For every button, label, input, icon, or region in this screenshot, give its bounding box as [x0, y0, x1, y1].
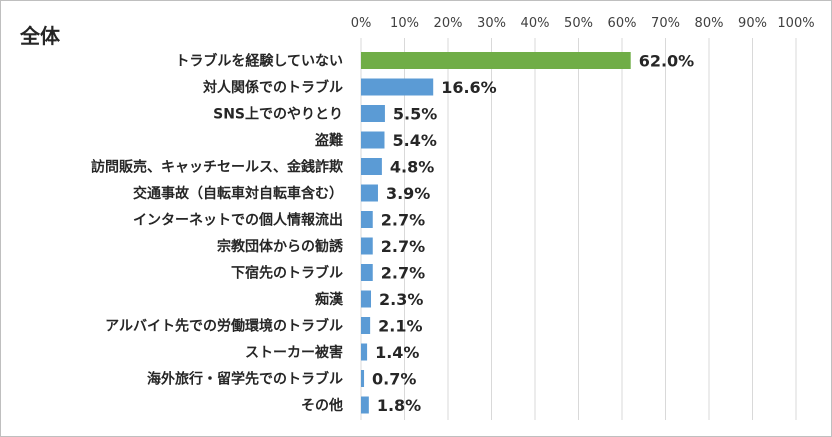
- x-tick-label: 0%: [351, 16, 372, 31]
- bar: [361, 131, 385, 149]
- category-label: 訪問販売、キャッチセールス、金銭詐欺: [91, 159, 343, 176]
- x-tick-label: 100%: [777, 16, 814, 31]
- value-label: 2.7%: [381, 211, 425, 230]
- chart-title: 全体: [19, 24, 61, 48]
- category-label: トラブルを経験していない: [175, 53, 343, 70]
- value-label: 1.4%: [375, 343, 419, 362]
- bar: [361, 52, 631, 69]
- value-label: 2.3%: [379, 290, 423, 309]
- category-label: 痴漢: [315, 291, 344, 308]
- value-label: 4.8%: [390, 158, 434, 177]
- bar: [361, 396, 369, 414]
- x-axis-tick-labels: 0% 10% 20% 30% 40% 50% 60% 70% 80% 90% 100%: [351, 16, 815, 31]
- x-tick-label: 50%: [564, 16, 593, 31]
- bar: [361, 211, 373, 228]
- x-tick-label: 70%: [651, 16, 680, 31]
- bars: [361, 52, 631, 414]
- bar: [361, 370, 365, 387]
- value-label: 5.4%: [392, 131, 436, 150]
- value-label: 2.7%: [381, 237, 425, 256]
- category-label: SNS上でのやりとり: [213, 107, 343, 123]
- bar: [361, 158, 382, 175]
- category-label: アルバイト先での労働環境のトラブル: [105, 318, 343, 335]
- x-tick-label: 10%: [390, 16, 419, 31]
- x-tick-label: 60%: [608, 16, 637, 31]
- x-tick-label: 80%: [695, 16, 724, 31]
- bar: [361, 105, 385, 122]
- category-label: 宗教団体からの勧誘: [217, 238, 344, 255]
- x-tick-label: 30%: [477, 16, 506, 31]
- category-label: 下宿先のトラブル: [231, 265, 343, 282]
- category-label: インターネットでの個人情報流出: [133, 212, 343, 229]
- bar: [361, 343, 368, 361]
- x-tick-label: 90%: [738, 16, 767, 31]
- category-label: ストーカー被害: [245, 344, 343, 361]
- x-tick-label: 40%: [521, 16, 550, 31]
- category-label: その他: [301, 397, 343, 414]
- category-label: 海外旅行・留学先でのトラブル: [147, 371, 343, 388]
- value-label: 2.7%: [381, 264, 425, 283]
- bar: [361, 264, 373, 281]
- value-label: 3.9%: [386, 184, 430, 203]
- value-label: 0.7%: [372, 370, 416, 389]
- category-label: 交通事故（自転車対自転車含む）: [133, 185, 343, 202]
- value-label: 62.0%: [639, 52, 695, 71]
- bar: [361, 78, 434, 96]
- bar: [361, 184, 378, 202]
- value-labels: 62.0% 16.6%5.5% 5.4% 4.8% 3.9% 2.7% 2.7% 2.7% 2.…: [372, 52, 694, 416]
- value-label: 16.6%: [441, 78, 497, 97]
- bar: [361, 237, 373, 255]
- value-label: 1.8%: [377, 396, 421, 415]
- category-label: 対人関係でのトラブル: [202, 79, 343, 96]
- value-label: 2.1%: [378, 317, 422, 336]
- bar: [361, 290, 372, 308]
- bar: [361, 317, 371, 334]
- x-tick-label: 20%: [434, 16, 463, 31]
- value-label: 5.5%: [393, 105, 437, 124]
- category-label: 盗難: [315, 132, 343, 149]
